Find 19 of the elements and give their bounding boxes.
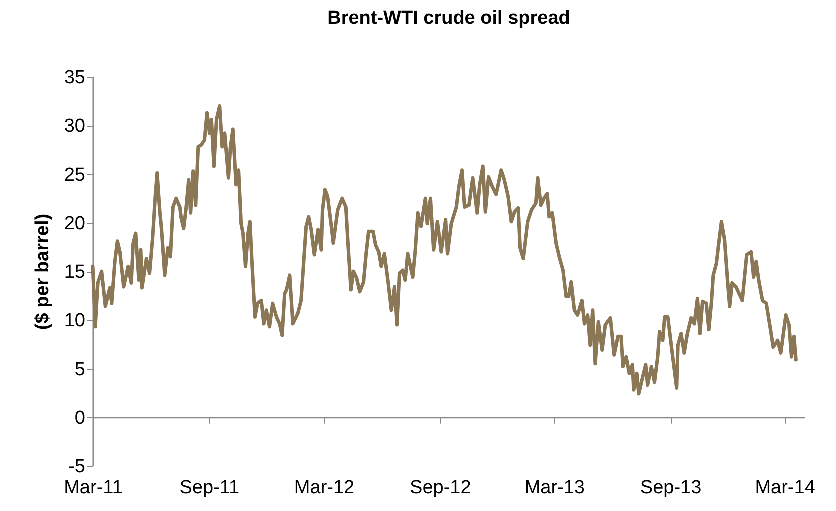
x-tick-label: Sep-12 xyxy=(410,478,472,498)
x-tick-label: Mar-11 xyxy=(64,478,123,498)
y-tick-label: 0 xyxy=(74,408,86,429)
y-tick-label: 15 xyxy=(64,262,86,283)
y-tick-label: 35 xyxy=(64,68,86,88)
x-tick-label: Mar-12 xyxy=(294,478,355,498)
x-tick-label: Mar-14 xyxy=(755,478,816,498)
y-tick-label: 10 xyxy=(64,310,86,332)
y-tick-label: -5 xyxy=(68,456,86,478)
y-axis-title: ($ per barrel) xyxy=(32,214,54,330)
y-tick-label: 30 xyxy=(64,116,86,138)
y-tick-label: 25 xyxy=(64,164,86,186)
y-tick-label: 5 xyxy=(74,359,86,380)
x-tick-label: Sep-11 xyxy=(180,478,240,498)
x-tick-label: Sep-13 xyxy=(640,478,702,498)
chart-title: Brent-WTI crude oil spread xyxy=(328,8,570,29)
y-tick-label: 20 xyxy=(64,213,86,234)
line-series xyxy=(91,104,798,396)
x-tick-label: Mar-13 xyxy=(524,478,586,498)
